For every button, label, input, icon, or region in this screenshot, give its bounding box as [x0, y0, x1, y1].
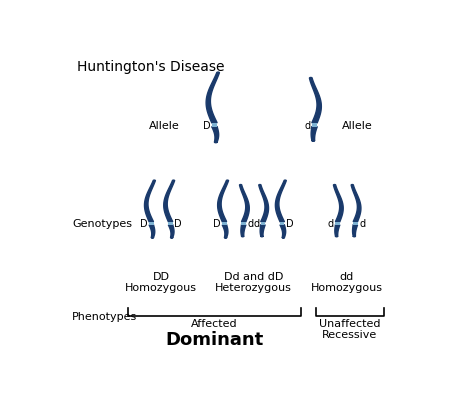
Polygon shape [260, 225, 265, 237]
Polygon shape [351, 185, 361, 222]
Bar [212, 124, 217, 127]
Polygon shape [206, 73, 219, 124]
Polygon shape [168, 225, 174, 239]
Text: Huntington's Disease: Huntington's Disease [77, 60, 225, 74]
Text: d: d [328, 219, 334, 229]
Text: D: D [140, 219, 147, 229]
Text: Allele: Allele [149, 120, 180, 130]
Text: d: d [253, 219, 259, 229]
Text: d: d [304, 120, 310, 130]
Polygon shape [164, 181, 174, 222]
Polygon shape [218, 181, 228, 222]
Text: Heterozygous: Heterozygous [215, 282, 292, 292]
Polygon shape [311, 127, 317, 142]
Polygon shape [353, 225, 357, 237]
Polygon shape [241, 225, 246, 237]
Text: Dd and dD: Dd and dD [224, 271, 283, 281]
Bar [336, 222, 340, 225]
Polygon shape [145, 181, 155, 222]
Text: d: d [247, 219, 254, 229]
Bar [261, 222, 265, 225]
Text: Unaffected: Unaffected [319, 318, 381, 328]
Polygon shape [239, 185, 249, 222]
Text: Allele: Allele [341, 120, 372, 130]
Text: Phenotypes: Phenotypes [72, 311, 137, 321]
Bar [280, 222, 284, 225]
Text: Affected: Affected [191, 318, 238, 328]
Bar [353, 222, 357, 225]
Text: d: d [359, 219, 365, 229]
Text: D: D [286, 219, 293, 229]
Polygon shape [222, 225, 228, 239]
Polygon shape [334, 185, 343, 222]
Bar [149, 222, 154, 225]
Bar [241, 222, 246, 225]
Polygon shape [212, 127, 219, 143]
Polygon shape [280, 225, 286, 239]
Text: D: D [174, 219, 182, 229]
Text: Dominant: Dominant [165, 330, 264, 347]
Polygon shape [259, 185, 269, 222]
Polygon shape [310, 78, 321, 124]
Text: dd: dd [339, 271, 354, 281]
Text: D: D [202, 120, 210, 130]
Polygon shape [335, 225, 340, 237]
Text: Homozygous: Homozygous [310, 282, 383, 292]
Text: Homozygous: Homozygous [125, 282, 197, 292]
Polygon shape [275, 181, 286, 222]
Text: Genotypes: Genotypes [72, 219, 132, 229]
Bar [222, 222, 227, 225]
Bar [168, 222, 173, 225]
Polygon shape [149, 225, 155, 239]
Text: D: D [213, 219, 221, 229]
Text: DD: DD [153, 271, 169, 281]
Text: Recessive: Recessive [322, 329, 378, 339]
Bar [312, 124, 317, 127]
